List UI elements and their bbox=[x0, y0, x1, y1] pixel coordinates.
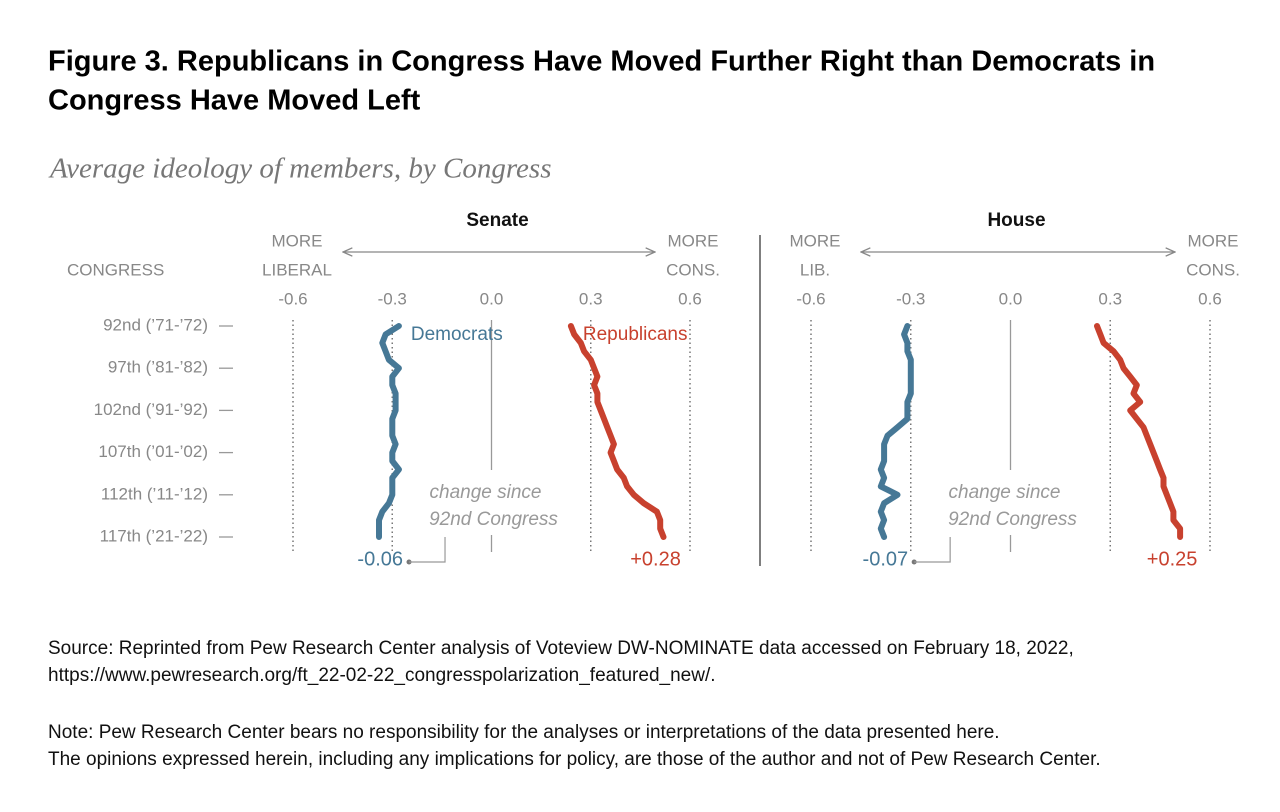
y-tick-label: 97th (’81-’82) bbox=[108, 358, 208, 377]
x-tick-label: 0.6 bbox=[1198, 289, 1222, 308]
axis-direction-label: MORE bbox=[668, 231, 719, 250]
note-line: Note: Pew Research Center bears no respo… bbox=[48, 722, 1000, 743]
annotation: 92nd Congress bbox=[948, 509, 1077, 530]
source: Source: Reprinted from Pew Research Cent… bbox=[48, 635, 1074, 689]
change-label: -0.06 bbox=[357, 548, 403, 570]
annotation: 92nd Congress bbox=[429, 509, 558, 530]
y-tick-label: 107th (’01-’02) bbox=[98, 442, 208, 461]
x-tick-label: 0.0 bbox=[480, 289, 504, 308]
x-tick-label: 0.6 bbox=[678, 289, 702, 308]
axis-direction-label: LIB. bbox=[800, 260, 830, 279]
x-tick-label: 0.3 bbox=[1098, 289, 1122, 308]
series-line bbox=[877, 323, 914, 540]
panel-title: House bbox=[987, 210, 1045, 231]
annotation: change since bbox=[430, 482, 542, 503]
leader-line bbox=[409, 537, 446, 563]
axis-direction-label: MORE bbox=[272, 231, 323, 250]
axis-direction-label: LIBERAL bbox=[262, 260, 332, 279]
series-label: Republicans bbox=[583, 324, 688, 345]
chart-title: Congress Have Moved Left bbox=[48, 85, 421, 117]
chart-subtitle: Average ideology of members, by Congress bbox=[48, 153, 552, 185]
axis-direction-label: MORE bbox=[1188, 231, 1239, 250]
change-label: +0.25 bbox=[1147, 548, 1198, 570]
series-line bbox=[1094, 323, 1184, 540]
y-tick-label: 112th (’11-’12) bbox=[101, 484, 208, 503]
leader-line bbox=[914, 537, 951, 563]
x-tick-label: -0.6 bbox=[796, 289, 825, 308]
change-label: -0.07 bbox=[863, 548, 909, 570]
panel-title: Senate bbox=[466, 210, 528, 231]
x-tick-label: -0.3 bbox=[896, 289, 925, 308]
x-tick-label: 0.3 bbox=[579, 289, 603, 308]
axis-direction-label: MORE bbox=[790, 231, 841, 250]
y-tick-label: 92nd (’71-’72) bbox=[103, 315, 208, 334]
annotation: change since bbox=[949, 482, 1061, 503]
series-line bbox=[376, 323, 402, 540]
x-tick-label: 0.0 bbox=[999, 289, 1023, 308]
y-axis-label: CONGRESS bbox=[67, 260, 164, 279]
chart-title: Figure 3. Republicans in Congress Have M… bbox=[48, 46, 1155, 78]
change-label: +0.28 bbox=[630, 548, 681, 570]
x-tick-label: -0.3 bbox=[378, 289, 407, 308]
axis-direction-label: CONS. bbox=[666, 260, 720, 279]
source-line: Source: Reprinted from Pew Research Cent… bbox=[48, 638, 1074, 659]
y-tick-label: 102nd (’91-’92) bbox=[94, 400, 208, 419]
axis-direction-label: CONS. bbox=[1186, 260, 1240, 279]
series-line bbox=[567, 323, 667, 540]
y-tick-label: 117th (’21-’22) bbox=[100, 526, 208, 545]
x-tick-label: -0.6 bbox=[278, 289, 307, 308]
note-line: The opinions expressed herein, including… bbox=[48, 749, 1101, 770]
source-line: https://www.pewresearch.org/ft_22-02-22_… bbox=[48, 665, 716, 686]
series-label: Democrats bbox=[411, 324, 503, 345]
note: Note: Pew Research Center bears no respo… bbox=[48, 719, 1101, 773]
